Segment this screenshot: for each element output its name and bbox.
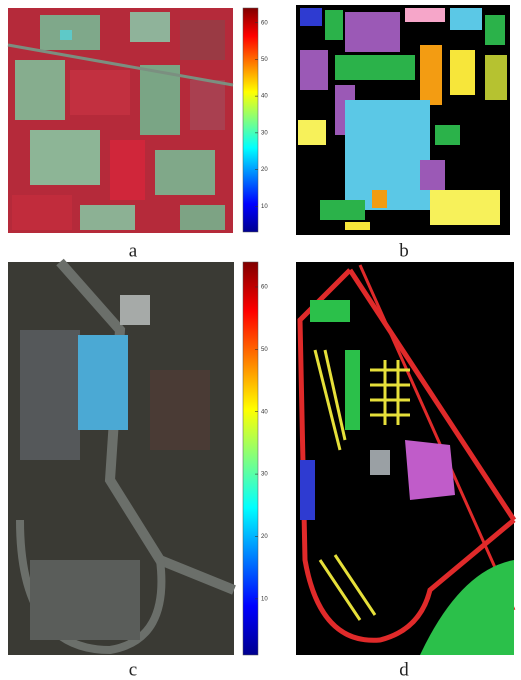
colorbar-tick-label: 40 <box>261 409 268 415</box>
image-d <box>296 262 514 655</box>
colorbar-tick-label: 20 <box>261 534 268 540</box>
image-b <box>296 5 510 235</box>
colorbar-a <box>243 8 258 232</box>
colorbar-tick-label: 50 <box>261 347 268 353</box>
caption: d <box>399 659 409 680</box>
colorbar-tick-label: 10 <box>261 204 268 210</box>
caption: a <box>129 240 138 261</box>
colorbar-tick-label: 10 <box>261 596 268 602</box>
caption: c <box>129 659 137 680</box>
caption: b <box>399 240 409 261</box>
colorbar-tick-label: 50 <box>261 57 268 63</box>
colorbar-c <box>243 262 258 655</box>
colorbar-tick-label: 30 <box>261 130 268 136</box>
colorbar-tick-label: 60 <box>261 20 268 26</box>
image-a <box>8 8 233 233</box>
colorbar-tick-label: 40 <box>261 94 268 100</box>
image-c <box>8 262 234 655</box>
colorbar-tick-label: 60 <box>261 285 268 291</box>
colorbar-tick-label: 20 <box>261 167 268 173</box>
colorbar-tick-label: 30 <box>261 472 268 478</box>
figure: a b c d 10 20 30 40 50 60 10 20 30 40 50 60 <box>0 0 521 680</box>
